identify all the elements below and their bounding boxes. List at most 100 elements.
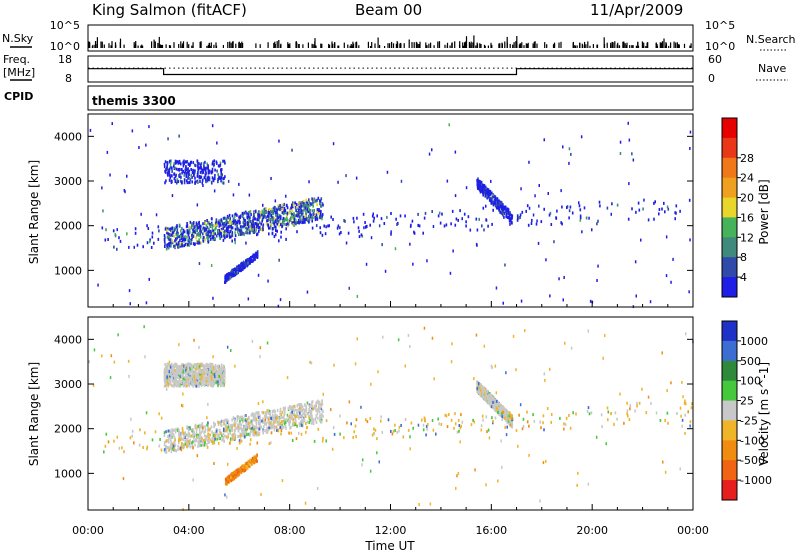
- range-gate-cell: [233, 436, 235, 440]
- range-gate-cell: [251, 223, 254, 227]
- range-gate-cell: [263, 207, 265, 211]
- range-gate-cell: [245, 428, 247, 432]
- noise-sample: [408, 39, 410, 48]
- range-gate-cell: [268, 208, 270, 211]
- range-gate-cell: [272, 212, 274, 216]
- range-gate-cell: [226, 277, 228, 281]
- range-gate-cell: [480, 187, 482, 191]
- noise-sample: [464, 41, 467, 48]
- noise-sample: [647, 42, 649, 48]
- range-gate-cell: [173, 234, 176, 238]
- range-gate-cell: [231, 239, 233, 243]
- range-gate-cell: [598, 200, 601, 204]
- range-gate-cell: [157, 237, 160, 241]
- range-gate-cell: [211, 167, 214, 171]
- range-gate-cell: [215, 427, 218, 431]
- range-gate-cell: [220, 232, 222, 235]
- range-gate-cell: [193, 226, 195, 230]
- range-gate-cell: [276, 222, 279, 226]
- range-gate-cell: [315, 224, 318, 228]
- noise-sample: [635, 45, 637, 48]
- range-gate-cell: [306, 219, 309, 223]
- range-gate-cell: [168, 434, 171, 438]
- range-gate-cell: [360, 233, 363, 237]
- colorbar-cell: [722, 137, 737, 159]
- noise-sample: [387, 43, 389, 48]
- noise-sample: [484, 45, 486, 48]
- range-gate-cell: [262, 211, 264, 215]
- noise-sample: [302, 44, 304, 48]
- noise-sample: [182, 41, 185, 48]
- range-gate-cell: [186, 181, 189, 185]
- range-gate-cell: [490, 192, 492, 196]
- range-gate-cell: [254, 417, 257, 421]
- range-gate-cell: [308, 210, 310, 214]
- range-gate-cell: [168, 377, 170, 381]
- noise-sample: [553, 43, 556, 48]
- range-gate-cell: [187, 239, 189, 243]
- range-gate-cell: [282, 212, 285, 216]
- range-gate-cell: [178, 174, 180, 177]
- range-gate-cell: [167, 363, 170, 367]
- range-gate-cell: [244, 261, 246, 265]
- range-gate-cell: [176, 428, 179, 432]
- range-gate-cell: [227, 216, 229, 220]
- range-gate-cell: [321, 215, 323, 219]
- range-gate-cell: [259, 417, 261, 421]
- range-gate-cell: [169, 162, 172, 166]
- noise-sample: [111, 41, 113, 48]
- range-gate-cell: [163, 234, 166, 237]
- range-gate-cell: [229, 272, 231, 276]
- range-gate-cell: [294, 201, 297, 205]
- noise-sample: [115, 44, 117, 48]
- range-gate-cell: [319, 199, 321, 203]
- range-gate-cell: [449, 271, 452, 275]
- range-gate-cell: [297, 207, 299, 211]
- range-gate-cell: [232, 417, 235, 420]
- range-gate-cell: [191, 171, 194, 175]
- range-gate-cell: [201, 169, 203, 173]
- range-gate-cell: [205, 228, 207, 232]
- range-gate-cell: [454, 194, 457, 198]
- range-gate-cell: [188, 371, 191, 374]
- range-gate-cell: [273, 221, 276, 225]
- power-ylabel: Slant Range [km]: [27, 160, 41, 264]
- range-gate-cell: [199, 229, 201, 233]
- range-gate-cell: [257, 431, 259, 435]
- range-gate-cell: [174, 375, 176, 379]
- range-gate-cell: [499, 202, 502, 206]
- range-gate-cell: [190, 434, 193, 438]
- range-gate-cell: [253, 413, 256, 417]
- range-gate-cell: [163, 368, 166, 372]
- range-gate-cell: [316, 203, 318, 207]
- noise-sample: [331, 41, 333, 48]
- range-gate-cell: [210, 367, 212, 371]
- range-gate-cell: [214, 177, 216, 181]
- range-gate-cell: [178, 428, 180, 432]
- range-gate-cell: [475, 242, 478, 246]
- range-gate-cell: [242, 465, 245, 469]
- range-gate-cell: [192, 168, 194, 172]
- range-gate-cell: [356, 294, 359, 298]
- range-gate-cell: [270, 423, 273, 427]
- noise-sample: [472, 42, 474, 48]
- range-gate-cell: [291, 209, 293, 213]
- range-gate-cell: [301, 221, 303, 225]
- range-gate-cell: [409, 242, 411, 246]
- range-gate-cell: [183, 445, 185, 448]
- range-gate-cell: [184, 380, 186, 384]
- noise-left-tick-bottom: 10^0: [50, 40, 80, 53]
- range-gate-cell: [293, 404, 295, 408]
- range-gate-cell: [174, 227, 176, 231]
- range-gate-cell: [185, 376, 187, 380]
- noise-sample: [428, 43, 430, 48]
- range-gate-cell: [222, 438, 225, 442]
- range-gate-cell: [237, 227, 239, 231]
- range-gate-cell: [182, 363, 185, 367]
- range-gate-cell: [280, 420, 283, 424]
- range-gate-cell: [187, 375, 189, 379]
- range-gate-cell: [172, 365, 174, 369]
- range-gate-cell: [519, 215, 521, 219]
- range-gate-cell: [170, 436, 172, 440]
- range-gate-cell: [254, 227, 257, 231]
